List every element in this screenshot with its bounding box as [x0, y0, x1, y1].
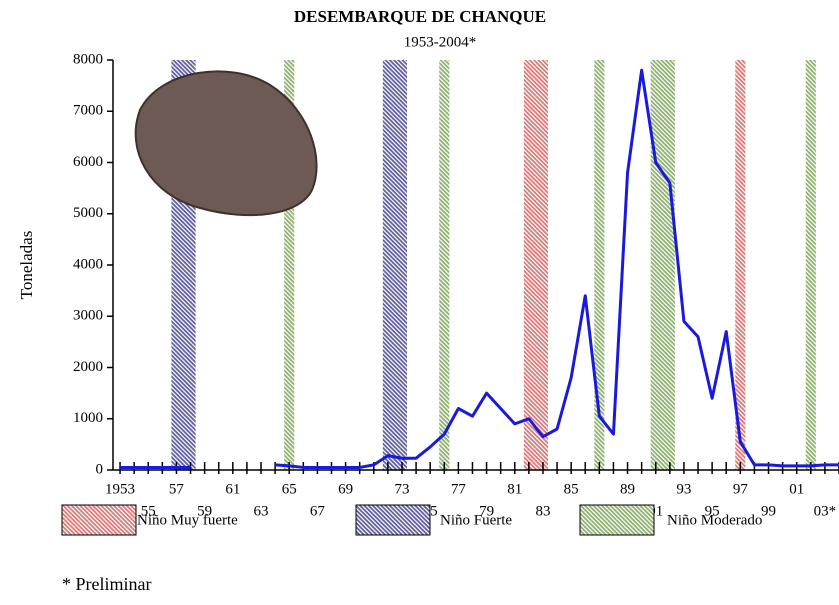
y-tick-label: 4000: [73, 256, 103, 272]
chart-title: DESEMBARQUE DE CHANQUE: [294, 7, 546, 26]
x-tick-label: 67: [310, 503, 326, 519]
legend-swatch: [61, 504, 137, 536]
x-tick-label: 93: [676, 481, 691, 497]
nino-band: [284, 60, 295, 470]
chart-subtitle: 1953-2004*: [404, 34, 477, 50]
x-tick-label: 97: [733, 481, 749, 497]
x-tick-label: 61: [225, 481, 240, 497]
x-tick-label: 63: [254, 503, 269, 519]
data-line: [275, 68, 839, 469]
x-tick-label: 99: [761, 503, 776, 519]
legend-label: Niño Muy fuerte: [137, 512, 238, 528]
x-tick-label: 55: [141, 503, 156, 519]
legend-label: Niño Fuerte: [440, 512, 512, 528]
x-tick-label: 1953: [105, 481, 135, 497]
y-tick-label: 5000: [73, 205, 103, 221]
legend-swatch: [355, 504, 431, 536]
nino-band: [594, 60, 605, 470]
x-tick-label: 65: [282, 481, 297, 497]
nino-band: [439, 60, 450, 470]
nino-band: [382, 60, 408, 470]
y-tick-label: 6000: [73, 154, 103, 170]
nino-band: [523, 60, 549, 470]
x-tick-label: 69: [338, 481, 353, 497]
y-tick-label: 1000: [73, 410, 103, 426]
x-tick-label: 81: [507, 481, 522, 497]
x-tick-label: 77: [451, 481, 467, 497]
footnote: * Preliminar: [62, 574, 151, 594]
x-tick-label: 85: [564, 481, 579, 497]
shell-image: [134, 70, 318, 217]
y-tick-label: 8000: [73, 51, 103, 67]
x-tick-label: 73: [394, 481, 409, 497]
y-tick-label: 7000: [73, 103, 103, 119]
nino-band: [650, 60, 675, 470]
y-tick-label: 3000: [73, 308, 103, 324]
x-tick-label: 57: [169, 481, 185, 497]
x-tick-label: 79: [479, 503, 494, 519]
x-tick-label: 89: [620, 481, 635, 497]
legend-swatch: [579, 504, 655, 536]
y-axis-label: Toneladas: [17, 231, 36, 300]
y-tick-label: 0: [96, 461, 104, 477]
x-tick-label: 03*: [814, 503, 837, 519]
y-tick-label: 2000: [73, 359, 103, 375]
x-tick-label: 95: [705, 503, 720, 519]
x-tick-label: 01: [789, 481, 804, 497]
nino-band: [735, 60, 746, 470]
nino-band: [805, 60, 816, 470]
x-tick-label: 59: [197, 503, 212, 519]
x-tick-label: 83: [535, 503, 550, 519]
legend-label: Niño Moderado: [667, 512, 762, 528]
